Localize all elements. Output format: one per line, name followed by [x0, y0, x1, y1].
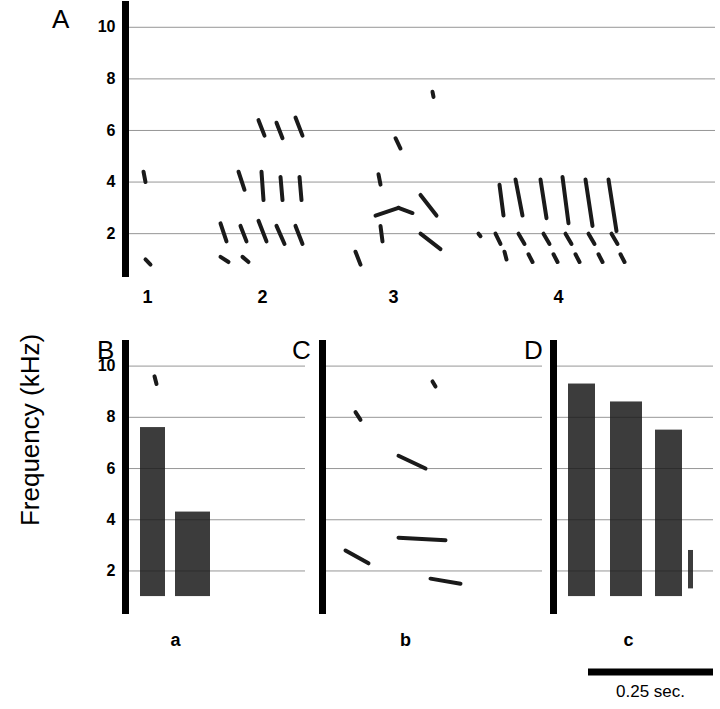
svg-text:10: 10: [98, 18, 116, 35]
svg-text:2: 2: [107, 562, 116, 579]
svg-text:4: 4: [107, 173, 116, 190]
svg-text:0.25 sec.: 0.25 sec.: [616, 682, 685, 701]
svg-text:6: 6: [107, 122, 116, 139]
svg-text:1: 1: [142, 287, 152, 307]
svg-text:4: 4: [107, 511, 116, 528]
svg-text:a: a: [170, 630, 181, 650]
svg-text:8: 8: [107, 408, 116, 425]
svg-text:c: c: [623, 630, 633, 650]
svg-text:8: 8: [107, 70, 116, 87]
svg-text:2: 2: [107, 225, 116, 242]
svg-text:2: 2: [257, 287, 267, 307]
svg-text:3: 3: [388, 287, 398, 307]
svg-text:b: b: [400, 630, 411, 650]
svg-text:6: 6: [107, 460, 116, 477]
svg-text:4: 4: [553, 287, 563, 307]
